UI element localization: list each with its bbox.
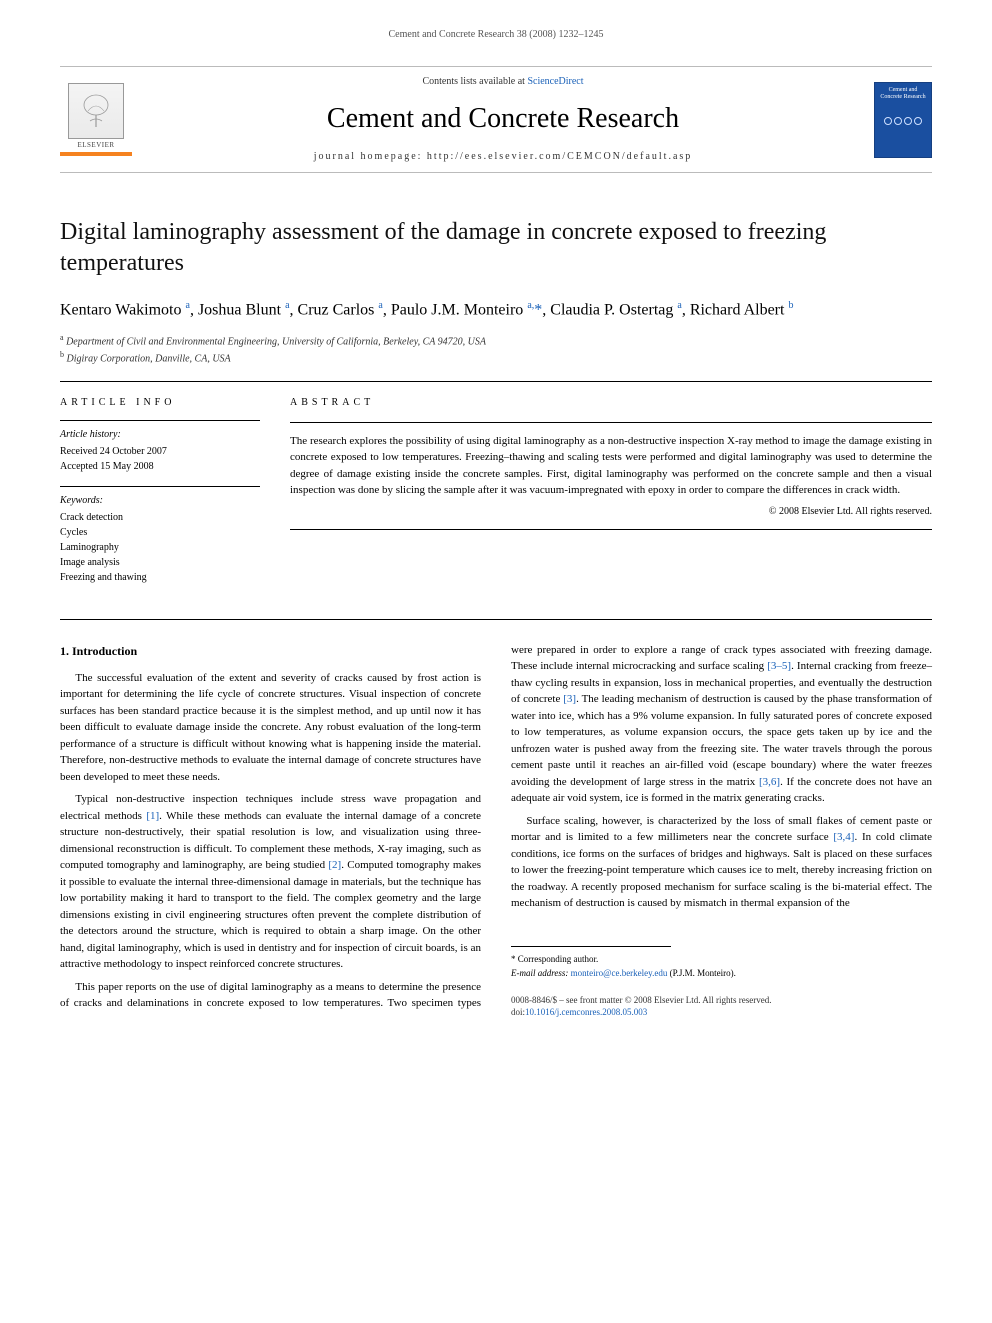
cover-rings-icon xyxy=(884,117,922,125)
contents-line: Contents lists available at ScienceDirec… xyxy=(146,75,860,89)
history-label: Article history: xyxy=(60,427,260,442)
front-matter: 0008-8846/$ – see front matter © 2008 El… xyxy=(511,994,932,1019)
affiliations: a Department of Civil and Environmental … xyxy=(60,332,932,367)
journal-homepage: journal homepage: http://ees.elsevier.co… xyxy=(146,150,860,164)
rule-mid xyxy=(60,619,932,620)
journal-name: Cement and Concrete Research xyxy=(146,99,860,138)
author-list: Kentaro Wakimoto a, Joshua Blunt a, Cruz… xyxy=(60,298,932,322)
abstract-text: The research explores the possibility of… xyxy=(290,433,932,499)
elsevier-tree-icon xyxy=(68,83,124,139)
journal-cover-thumb: Cement and Concrete Research xyxy=(874,82,932,158)
abstract-copyright: © 2008 Elsevier Ltd. All rights reserved… xyxy=(290,505,932,519)
publisher-logo: ELSEVIER xyxy=(60,83,132,157)
publisher-name: ELSEVIER xyxy=(60,141,132,157)
history-accepted: Accepted 15 May 2008 xyxy=(60,459,260,474)
corresponding-note: * Corresponding author. xyxy=(511,953,932,966)
keywords-list: Crack detectionCyclesLaminographyImage a… xyxy=(60,510,260,585)
email-attrib: (P.J.M. Monteiro). xyxy=(670,968,736,978)
cover-title: Cement and Concrete Research xyxy=(879,87,927,101)
email-label: E-mail address: xyxy=(511,968,568,978)
abstract: ABSTRACT The research explores the possi… xyxy=(290,396,932,597)
keyword: Cycles xyxy=(60,525,260,540)
doi-link[interactable]: 10.1016/j.cemconres.2008.05.003 xyxy=(525,1007,647,1017)
affiliation: b Digiray Corporation, Danville, CA, USA xyxy=(60,349,932,366)
abstract-heading: ABSTRACT xyxy=(290,396,932,410)
masthead: ELSEVIER Contents lists available at Sci… xyxy=(60,66,932,173)
masthead-center: Contents lists available at ScienceDirec… xyxy=(146,75,860,164)
keyword: Freezing and thawing xyxy=(60,570,260,585)
article-title: Digital laminography assessment of the d… xyxy=(60,217,932,279)
keyword: Image analysis xyxy=(60,555,260,570)
front-matter-line: 0008-8846/$ – see front matter © 2008 El… xyxy=(511,994,932,1007)
article-info-heading: ARTICLE INFO xyxy=(60,396,260,410)
affiliation: a Department of Civil and Environmental … xyxy=(60,332,932,349)
running-head: Cement and Concrete Research 38 (2008) 1… xyxy=(60,28,932,42)
rule-top xyxy=(60,381,932,382)
body-paragraph: Typical non-destructive inspection techn… xyxy=(60,791,481,973)
keyword: Crack detection xyxy=(60,510,260,525)
history-received: Received 24 October 2007 xyxy=(60,444,260,459)
body-columns: 1. Introduction The successful evaluatio… xyxy=(60,642,932,1019)
footnotes: * Corresponding author. E-mail address: … xyxy=(511,953,932,980)
body-paragraph: The successful evaluation of the extent … xyxy=(60,670,481,786)
footnote-rule xyxy=(511,946,671,947)
sciencedirect-link[interactable]: ScienceDirect xyxy=(527,76,583,87)
keyword: Laminography xyxy=(60,540,260,555)
section-heading: 1. Introduction xyxy=(60,642,481,660)
doi-prefix: doi: xyxy=(511,1007,525,1017)
body-paragraph: Surface scaling, however, is characteriz… xyxy=(511,813,932,912)
contents-prefix: Contents lists available at xyxy=(422,76,527,87)
corresponding-email-link[interactable]: monteiro@ce.berkeley.edu xyxy=(571,968,668,978)
article-info: ARTICLE INFO Article history: Received 2… xyxy=(60,396,260,597)
keywords-label: Keywords: xyxy=(60,493,260,508)
meta-row: ARTICLE INFO Article history: Received 2… xyxy=(60,396,932,597)
